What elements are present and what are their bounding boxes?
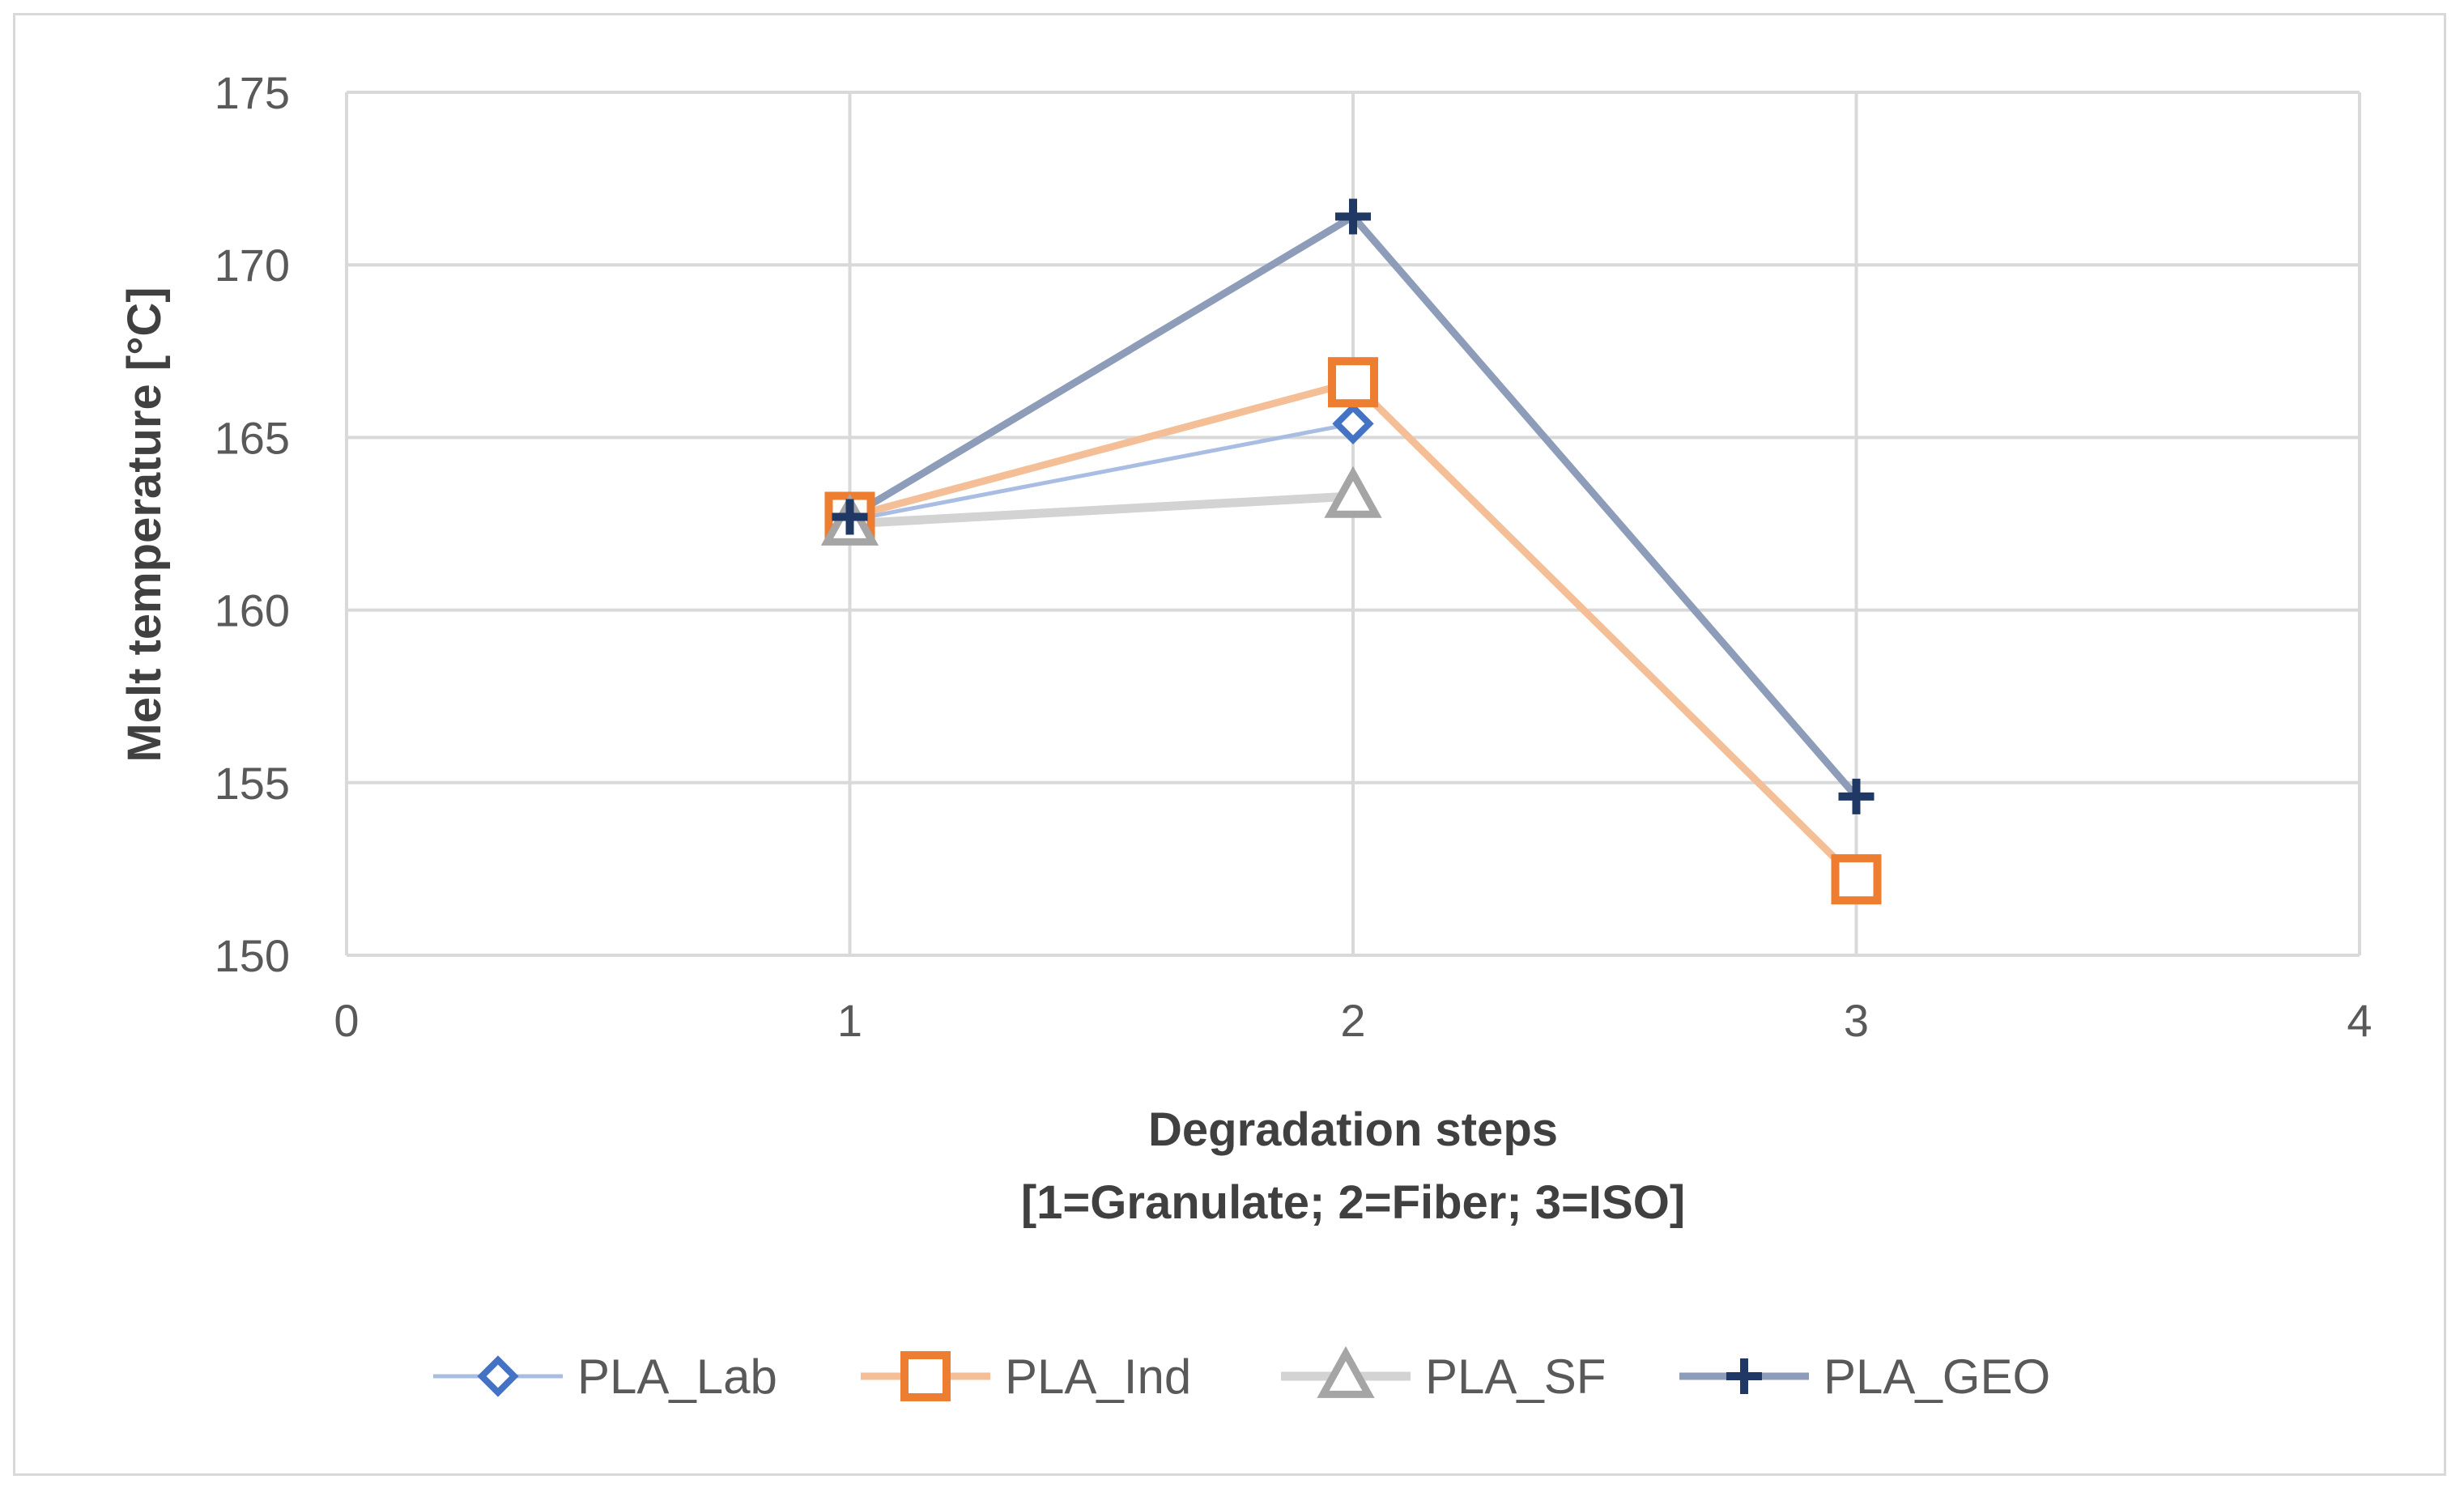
x-tick-label: 0 — [334, 995, 359, 1046]
legend-marker — [900, 1351, 951, 1401]
chart-frame — [13, 13, 2446, 1476]
x-axis-title: Degradation steps — [1148, 1103, 1558, 1156]
x-axis-subtitle: [1=Granulate; 2=Fiber; 3=ISO] — [1021, 1176, 1685, 1229]
y-tick-label: 155 — [215, 758, 290, 809]
data-point-pla-sf — [1324, 465, 1382, 518]
legend-item-pla-geo: PLA_GEO — [1679, 1350, 2050, 1404]
y-tick-label: 160 — [215, 585, 290, 636]
data-point-pla-geo — [1335, 198, 1371, 235]
legend-marker — [477, 1355, 519, 1397]
legend-marker — [1317, 1345, 1375, 1398]
x-tick-label: 1 — [837, 995, 862, 1046]
legend-marker — [1726, 1358, 1762, 1394]
legend-item-pla-sf: PLA_SF — [1281, 1345, 1606, 1404]
x-tick-label: 4 — [2347, 995, 2372, 1046]
legend-label: PLA_GEO — [1824, 1350, 2050, 1404]
y-axis-title: Melt temperature [°C] — [118, 287, 171, 762]
data-point-pla-lab — [1332, 402, 1374, 445]
y-tick-label: 175 — [215, 67, 290, 118]
y-tick-label: 150 — [215, 930, 290, 981]
y-tick-label: 165 — [215, 412, 290, 463]
x-tick-label: 3 — [1844, 995, 1869, 1046]
data-point-pla-ind — [1328, 357, 1378, 408]
series-line-pla-sf — [849, 491, 1354, 529]
legend-item-pla-ind: PLA_Ind — [861, 1350, 1191, 1404]
legend-label: PLA_Ind — [1005, 1350, 1191, 1404]
data-point-pla-geo — [1838, 778, 1875, 814]
legend: PLA_Lab PLA_Ind PLA_SF PLA_GEO — [433, 1345, 2050, 1404]
x-tick-label: 2 — [1340, 995, 1365, 1046]
series-line-pla-lab — [849, 421, 1354, 523]
y-tick-label: 170 — [215, 240, 290, 291]
legend-label: PLA_SF — [1425, 1350, 1606, 1404]
data-point-pla-geo — [832, 499, 868, 535]
legend-item-pla-lab: PLA_Lab — [433, 1350, 777, 1404]
axis-ticks: 150 155 160 165 170 175 0 1 2 3 4 — [215, 67, 2373, 1046]
grid — [345, 91, 2361, 957]
legend-label: PLA_Lab — [577, 1350, 777, 1404]
series — [820, 198, 1882, 905]
data-point-pla-ind — [1831, 854, 1882, 905]
